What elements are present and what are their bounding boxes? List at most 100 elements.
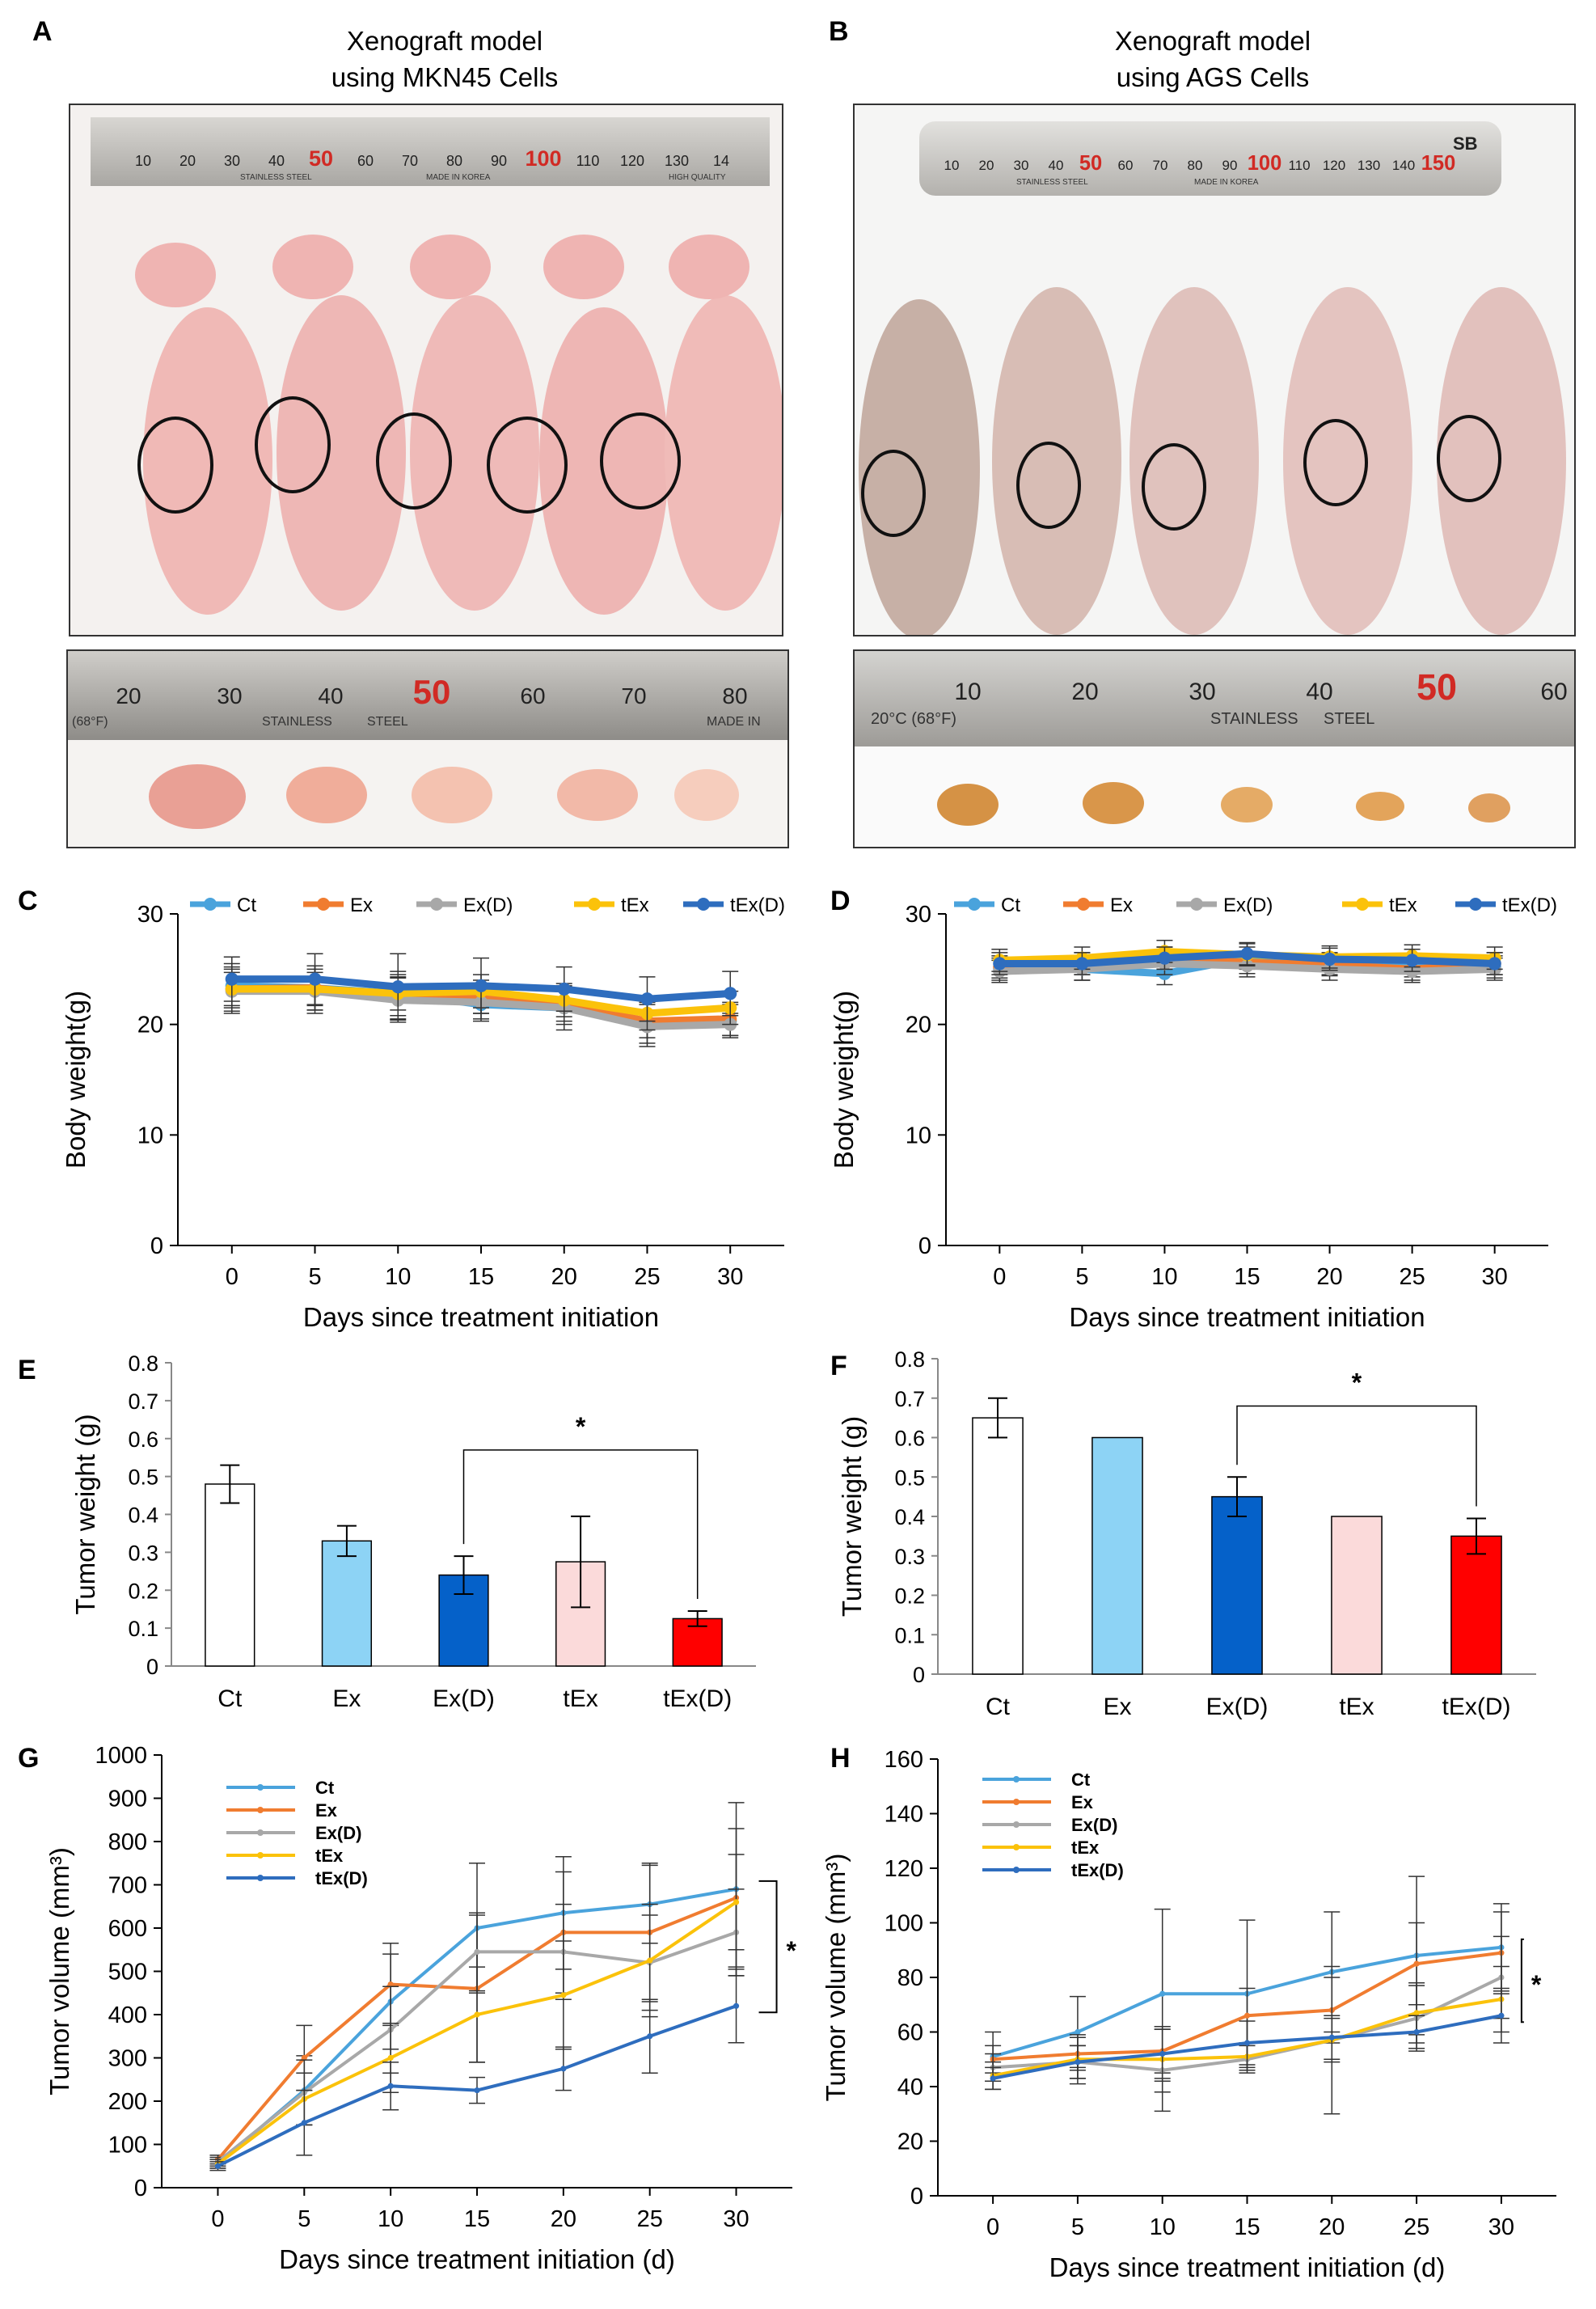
tumor-b3: [1221, 787, 1273, 823]
legend-marker: [204, 898, 217, 911]
data-point: [1488, 957, 1501, 971]
legend-marker: [1013, 1821, 1020, 1828]
ruler-label: 40: [1049, 158, 1064, 173]
x-tick-label: Ct: [217, 1685, 243, 1712]
series-line: [999, 947, 1495, 964]
data-point: [993, 960, 1007, 974]
y-tick-label: 500: [108, 1960, 147, 1985]
photo-a-mice: 10 20 30 40 50 60 70 80 90 100 110 120 130 14 STAINLES…: [69, 104, 783, 636]
ruler-label: 80: [446, 153, 462, 169]
mouse-a3: [410, 295, 539, 611]
data-point: [1240, 956, 1254, 970]
data-point: [1413, 1960, 1420, 1967]
series-line: [999, 954, 1495, 973]
y-tick-label: 100: [108, 2133, 147, 2159]
y-tick-label: 80: [897, 1965, 923, 1991]
y-tick-label: 800: [108, 1829, 147, 1855]
x-tick-label: 10: [1150, 2214, 1176, 2240]
ruler-label: 30: [217, 683, 242, 708]
series-line: [999, 954, 1495, 978]
significance-star: *: [787, 1936, 797, 1965]
data-point: [1240, 959, 1254, 973]
ruler-label: 30: [224, 153, 240, 169]
tumor-a3: [412, 767, 492, 823]
ruler-label: 110: [576, 153, 600, 169]
mouse-a4-head: [543, 235, 624, 299]
mouse-a4: [539, 307, 669, 615]
tumor-circle-a3: [376, 412, 452, 510]
x-tick-label: tEx: [563, 1685, 597, 1712]
x-tick-label: 25: [634, 1264, 660, 1290]
y-tick-label: 0.8: [894, 1347, 925, 1372]
data-point: [474, 1948, 480, 1956]
panel-letter-h: H: [830, 1743, 851, 1774]
ruler-label: 90: [1222, 158, 1238, 173]
data-point: [1075, 957, 1089, 971]
x-tick-label: 10: [378, 2206, 403, 2232]
tumor-circles-a: [137, 396, 681, 514]
series-line: [992, 1951, 1502, 2062]
y-axis-title: Body weight(g): [829, 991, 859, 1169]
x-tick-label: 25: [1399, 1264, 1425, 1290]
tumor-circle-a2: [255, 396, 331, 493]
series-ex: [209, 1828, 745, 2165]
series-line: [217, 1931, 737, 2163]
ruler-a-bottom-text-1: (68°F): [72, 715, 108, 729]
mouse-a3-head: [410, 235, 491, 299]
y-tick-label: 120: [885, 1856, 923, 1882]
data-point: [391, 987, 405, 1000]
ruler-label: 30: [1189, 679, 1215, 705]
data-point: [1405, 954, 1419, 967]
data-point: [474, 1985, 480, 1992]
y-tick-label: 20: [906, 1013, 931, 1038]
ruler-b-brand: SB: [1453, 133, 1478, 154]
ruler-a-bottom-ticks: 20 30 40 50 60 70 80 (68°F) STAINLESS STEEL MADE I…: [72, 673, 761, 729]
y-tick-label: 0: [918, 1233, 931, 1259]
tumor-circle-a1: [137, 417, 213, 514]
data-point: [1243, 2040, 1251, 2046]
y-tick-label: 300: [108, 2046, 147, 2072]
ruler-label: 20: [179, 153, 196, 169]
legend-label: Ex(D): [1071, 1815, 1117, 1835]
ruler-label: 120: [1323, 158, 1345, 173]
bar-texd: tEx(D): [663, 1610, 732, 1712]
y-tick-label: 20: [137, 1013, 163, 1038]
legend-marker: [430, 898, 443, 911]
bar-ex: Ex: [321, 1525, 373, 1712]
data-point: [391, 980, 405, 994]
series-ct: [209, 1802, 745, 2169]
legend-marker: [1190, 898, 1203, 911]
tumor-a4: [557, 769, 638, 821]
ruler-a-top-ticks: 10 20 30 40 50 60 70 80 90 100 110 120 130 14 STAINLES…: [135, 146, 729, 182]
x-tick-label: Ex(D): [433, 1685, 495, 1712]
series-line: [999, 959, 1495, 975]
legend-label: Ct: [237, 894, 256, 916]
data-point: [990, 2056, 996, 2062]
y-tick-label: 0.8: [128, 1351, 158, 1376]
series-tex: [985, 1965, 1509, 2093]
ruler-label: 70: [1153, 158, 1168, 173]
y-tick-label: 0.4: [128, 1503, 158, 1528]
series-ct: [991, 946, 1503, 986]
x-axis-title: Days since treatment initiation: [1069, 1302, 1425, 1332]
data-point: [1243, 2053, 1251, 2060]
data-point: [1159, 2050, 1166, 2057]
data-point: [474, 2087, 480, 2094]
ruler-b-top: [919, 121, 1501, 196]
chart-h: 0 20 40 60 80 100 120 140 160 0 5 10 15 20 25 30 Days si…: [821, 1747, 1556, 2282]
data-point: [560, 1948, 567, 1956]
series-line: [231, 975, 731, 1003]
data-point: [1413, 2015, 1420, 2022]
bar: [321, 1540, 373, 1667]
ruler-label: 10: [954, 679, 981, 705]
x-tick-label: 0: [211, 2206, 224, 2232]
series-line: [992, 1945, 1502, 2058]
series-texd: [985, 1987, 1509, 2091]
mouse-a1-head: [135, 243, 216, 307]
panel-letter-b: B: [829, 16, 849, 47]
series-tex: [209, 1854, 745, 2169]
legend-marker: [257, 1852, 264, 1859]
data-point: [225, 984, 239, 998]
legend-marker: [1077, 898, 1090, 911]
x-tick-label: 5: [298, 2206, 310, 2232]
